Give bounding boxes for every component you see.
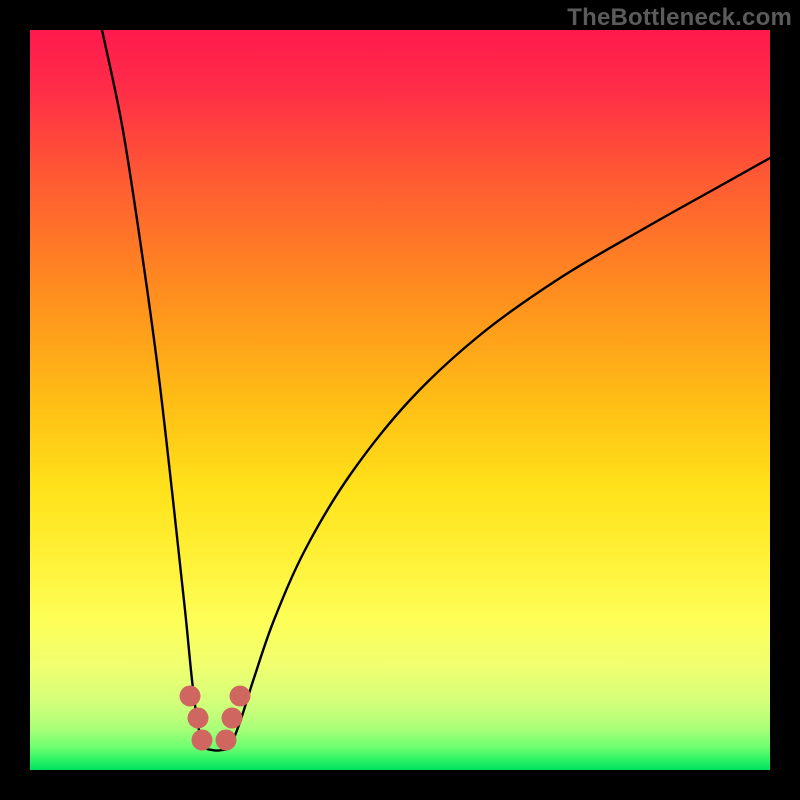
gradient-background: [30, 30, 770, 770]
vertex-marker: [216, 730, 237, 751]
bottleneck-chart-svg: [30, 30, 770, 770]
plot-area: [30, 30, 770, 770]
vertex-marker: [180, 686, 201, 707]
vertex-marker: [188, 708, 209, 729]
vertex-marker: [230, 686, 251, 707]
vertex-marker: [192, 730, 213, 751]
vertex-marker: [222, 708, 243, 729]
watermark-label: TheBottleneck.com: [567, 4, 792, 32]
